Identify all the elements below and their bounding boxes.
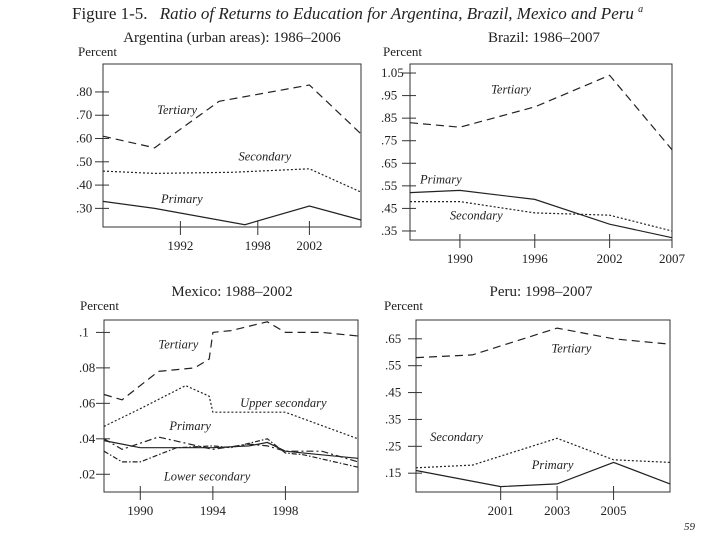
series-line-tertiary [415,327,671,359]
x-tick-label: 2005 [601,503,627,518]
series-line-primary-solid [103,440,359,459]
series-label: Primary [160,192,203,206]
y-tick-label: .40 [76,177,92,192]
x-tick-label: 2002 [597,251,623,266]
series-line-secondary [415,437,671,469]
y-tick-label: .80 [76,84,92,99]
x-tick-label: 1998 [245,238,271,253]
x-tick-label: 1996 [522,251,549,266]
series-label: Tertiary [491,82,531,96]
plot-frame [409,63,673,241]
x-tick-label: 1990 [127,503,153,518]
y-tick-label: .35 [381,223,397,238]
figure-title: Figure 1-5. Ratio of Returns to Educatio… [72,4,643,23]
y-tick-label: .15 [385,465,401,480]
x-tick-label: 2007 [659,251,686,266]
series-label: Primary [419,173,462,187]
panel-title: Peru: 1998–2007 [490,284,593,300]
series-line-secondary [102,168,362,193]
y-tick-label: .25 [385,438,401,453]
y-tick-label: .45 [381,200,397,215]
series-label: Primary [168,419,211,433]
series-label: Tertiary [157,103,197,117]
x-tick-label: 2001 [488,503,514,518]
x-tick-label: 1992 [167,238,193,253]
series-label: Tertiary [158,337,198,351]
y-tick-label: .50 [76,154,92,169]
y-tick-label: .06 [79,395,96,410]
plot-frame [415,319,671,493]
y-tick-label: 1.05 [381,65,404,80]
y-tick-label: .45 [385,385,401,400]
y-tick-label: .55 [385,358,401,373]
panel-brazil: Brazil: 1986–2007 Percent .35 .45 .55 .65 .75.… [381,30,686,266]
x-tick-label: 1998 [272,503,298,518]
series-line-tertiary [409,74,673,151]
y-tick-label: .02 [79,466,95,481]
plot-frame [103,319,359,493]
y-tick-label: .65 [381,155,397,170]
panel-title: Argentina (urban areas): 1986–2006 [123,30,341,46]
series-label: Tertiary [551,341,591,355]
y-tick-label: .60 [76,131,92,146]
y-tick-label: .55 [381,178,397,193]
series-label: Lower secondary [163,469,251,483]
series-label: Upper secondary [240,396,327,410]
series-line-primary [415,461,671,488]
y-axis-label: Percent [78,44,117,59]
figure-title-main: Ratio of Returns to Education for Argent… [159,4,634,23]
x-tick-label: 2003 [544,503,570,518]
figure-title-prefix: Figure 1-5. [72,4,148,23]
series-line-tertiary [102,84,362,149]
series-line-tertiary [103,321,359,401]
page-number: 59 [684,521,696,533]
x-tick-label: 1990 [447,251,473,266]
series-label: Secondary [238,150,291,164]
y-axis-label: Percent [384,298,423,313]
series-label: Primary [531,458,574,472]
y-tick-label: .04 [79,431,96,446]
y-axis-label: Percent [80,298,119,313]
series-line-secondary [410,201,673,232]
y-tick-label: .30 [76,200,92,215]
y-tick-label: .65 [385,331,401,346]
y-tick-label: .1 [79,324,89,339]
panel-mexico: Mexico: 1988–2002 Percent .02 .04 .06 .08 .1 19… [79,284,359,518]
x-tick-label: 1994 [200,503,227,518]
panel-argentina: Argentina (urban areas): 1986–2006 Percen… [76,30,362,253]
figure-title-superscript: a [638,4,643,15]
series-line-primary [102,200,362,226]
series-line-upper-secondary [103,384,359,440]
y-tick-label: .85 [381,110,397,125]
series-label: Secondary [450,209,503,223]
y-tick-label: .70 [76,107,92,122]
series-label: Secondary [430,430,483,444]
panel-title: Brazil: 1986–2007 [488,30,601,46]
panel-peru: Peru: 1998–2007 Percent .15 .25 .35 .45 .55 .65… [384,284,671,518]
y-tick-label: .08 [79,360,95,375]
plot-frame [102,63,362,228]
series-line-primary [409,189,673,239]
series-line-primary [103,436,359,463]
x-tick-label: 2002 [296,238,322,253]
y-tick-label: .75 [381,133,397,148]
y-tick-label: .35 [385,411,401,426]
y-tick-label: .95 [381,88,397,103]
panel-title: Mexico: 1988–2002 [171,284,292,300]
y-axis-label: Percent [383,44,422,59]
